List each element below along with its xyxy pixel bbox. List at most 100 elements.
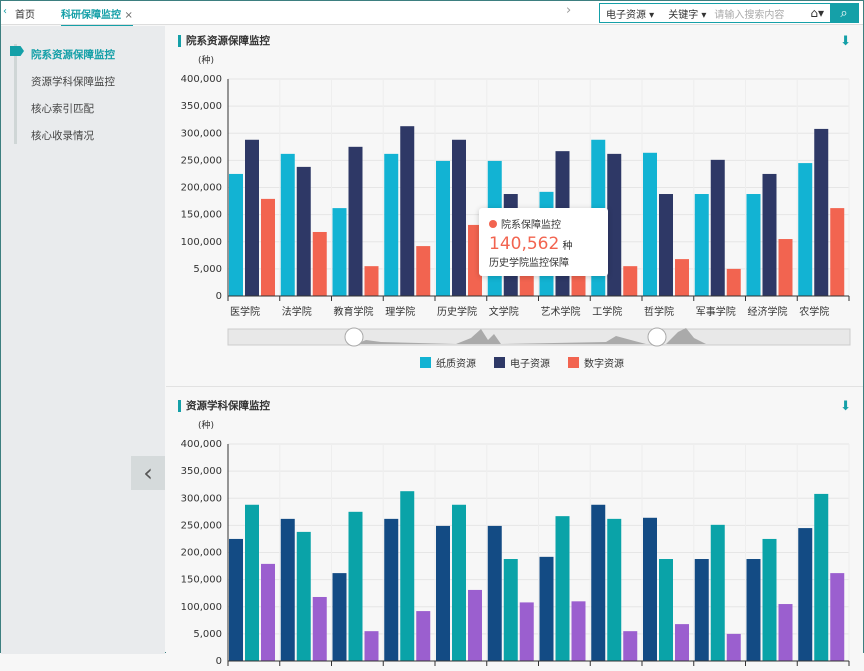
bar [798,528,813,661]
active-marker-icon [10,46,24,56]
bar [384,518,399,661]
chart: (种) 0 5,000 100,000 150,000 200,000 250,000 300… [181,419,850,671]
bar [607,153,622,296]
bar [503,559,518,661]
bar [694,194,709,296]
subject-monitor-panel: 资源学科保障监控 ⬇ (种) 0 5,000 100,000 150,000 200,00… [166,391,863,671]
bar [814,128,829,296]
download-icon[interactable]: ⬇ [840,399,851,414]
data-zoom-preview [356,328,706,344]
bar [400,491,415,661]
bar [571,601,586,661]
y-tick-label: 5,000 [193,629,222,640]
bar [623,631,638,661]
tab-research-monitor[interactable]: 科研保障监控 × [61,6,133,27]
bar [364,266,379,296]
bar [229,538,243,661]
legend-label: 电子资源 [510,357,550,370]
resource-type-select[interactable]: 电子资源 ▾ [606,9,655,21]
data-zoom-handle-right [647,327,667,347]
y-tick-label: 250,000 [181,155,222,166]
chart-tooltip: 院系保障监控 140,562 种 历史学院监控保障 [479,208,608,276]
x-tick-label: 经济学院 [748,305,788,318]
sidebar-item-core-index[interactable]: 核心索引匹配 [31,103,94,115]
bar [312,231,327,296]
y-tick-label: 150,000 [181,210,222,221]
tooltip-label: 历史学院监控保障 [489,258,569,269]
bar [830,573,845,661]
sidebar-item-subject-monitor[interactable]: 资源学科保障监控 [31,76,115,88]
legend-swatch [568,357,579,368]
search-input[interactable]: 请输入搜索内容 [714,9,785,21]
x-tick-label: 理学院 [385,305,415,318]
collapse-sidebar-button[interactable]: ‹ [131,456,165,490]
bar [762,173,777,296]
bar [452,139,466,296]
bar [384,153,399,296]
bar [659,559,673,661]
y-tick-label: 300,000 [181,493,222,504]
bar [261,563,275,661]
bar [280,153,295,296]
bar [348,146,363,296]
top-bar: ‹ 首页 科研保障监控 × › 电子资源 ▾ 关键字 ▾ 请输入搜索内容 ⌂▾ … [1,1,863,27]
y-tick-label: 400,000 [181,439,222,450]
legend-swatch [420,357,431,368]
bar [746,194,761,296]
home-icon[interactable]: ⌂▾ [810,6,824,20]
chart: (种) 0 5,000 100,000 150,000 200,000 250,000 300… [181,54,851,370]
bar [400,126,415,296]
y-axis-unit: (种) [198,419,214,431]
bar [607,518,622,661]
legend-label: 纸质资源 [436,357,476,370]
bar [245,504,259,661]
bar [830,208,845,296]
tab-scroll-left[interactable]: ‹ [3,6,7,17]
bar [280,518,295,661]
bar [296,166,311,296]
series-dot-icon [489,220,497,228]
close-icon[interactable]: × [124,10,133,21]
y-tick-label: 100,000 [181,602,222,613]
search-icon: ⌕ [840,5,848,21]
sidebar-item-core-inclusion[interactable]: 核心收录情况 [31,130,94,142]
y-tick-label: 350,000 [181,466,222,477]
bar [798,163,813,296]
download-icon[interactable]: ⬇ [840,34,851,49]
bar [348,511,363,661]
y-tick-label: 5,000 [193,264,222,275]
y-tick-label: 350,000 [181,101,222,112]
sidebar-item-dept-monitor[interactable]: 院系资源保障监控 [31,49,115,61]
y-tick-label: 250,000 [181,520,222,531]
search-button[interactable]: ⌕ [830,4,858,22]
field-select[interactable]: 关键字 ▾ [668,9,707,21]
x-tick-label: 医学院 [230,305,260,318]
bar [332,208,347,296]
bar [261,198,275,296]
bar [364,631,379,661]
bar [814,493,829,661]
tab-home[interactable]: 首页 [15,10,35,21]
y-tick-label: 100,000 [181,237,222,248]
bar [746,559,761,661]
bar [643,517,657,661]
bar [416,246,431,296]
data-zoom-slider [227,328,851,346]
bar [778,604,793,661]
search-bar: 电子资源 ▾ 关键字 ▾ 请输入搜索内容 ⌂▾ ⌕ [599,3,859,23]
bar [416,611,431,661]
bar [229,173,243,296]
legend-label: 数字资源 [584,357,624,370]
dept-monitor-panel: 院系资源保障监控 ⬇ (种) 0 5,000 100,000 150,000 200,00… [166,26,863,387]
bar [710,524,725,661]
tooltip-unit: 种 [562,241,573,252]
x-tick-label: 文学院 [489,305,519,318]
bar [762,538,777,661]
bar [296,531,311,661]
bar [332,573,347,661]
y-tick-label: 0 [216,656,222,667]
y-tick-label: 400,000 [181,74,222,85]
panel-title: 院系资源保障监控 [178,35,270,47]
data-zoom-handle-left [344,327,364,347]
tab-scroll-right[interactable]: › [566,3,572,18]
